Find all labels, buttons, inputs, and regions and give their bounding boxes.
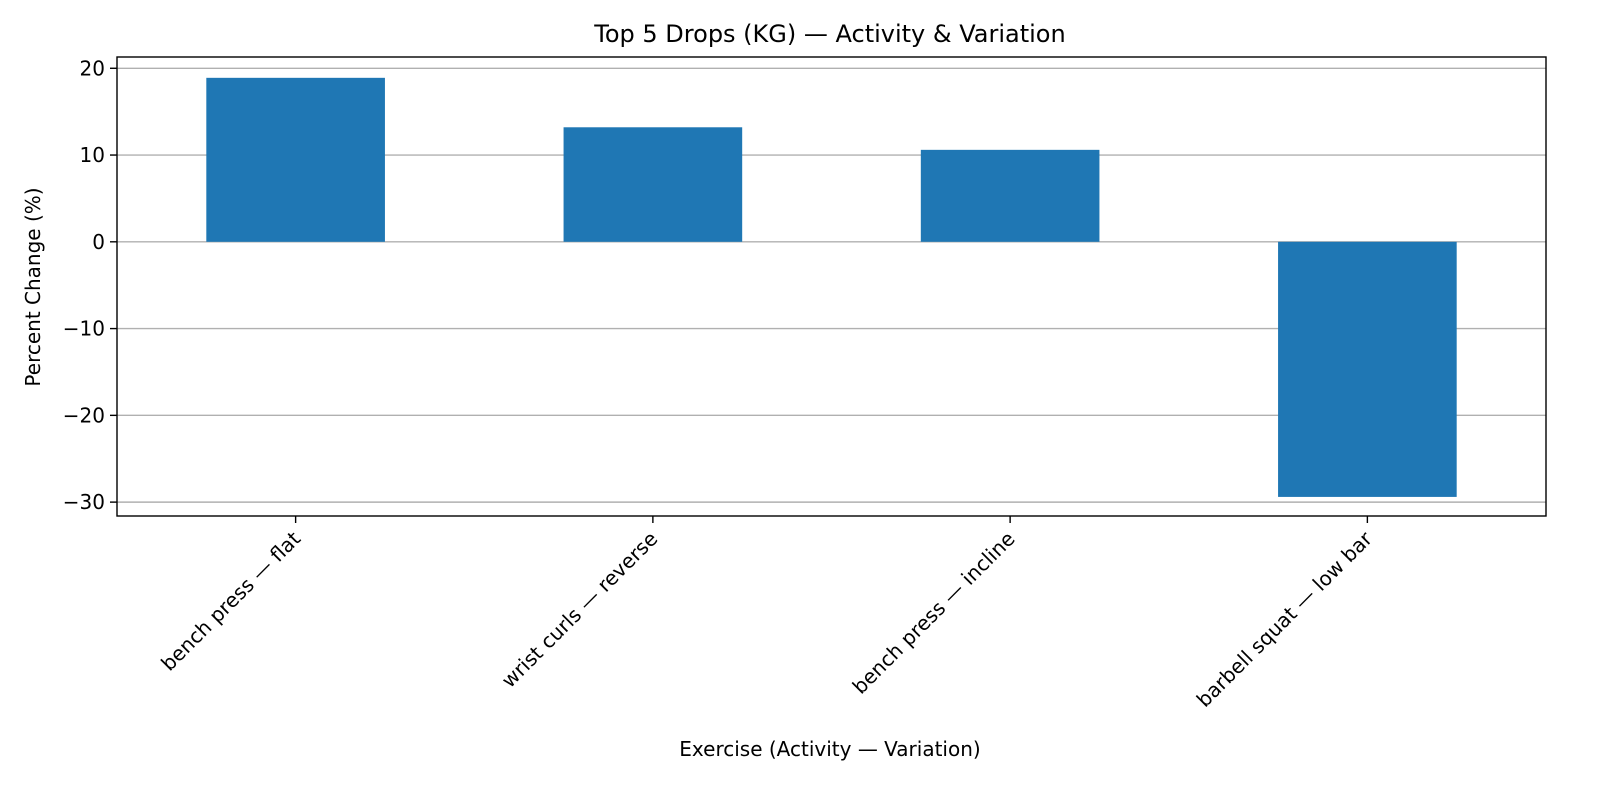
bar bbox=[920, 149, 1100, 242]
y-tick-label: −10 bbox=[63, 317, 105, 341]
x-axis-label: Exercise (Activity — Variation) bbox=[679, 737, 980, 761]
bar bbox=[206, 77, 385, 242]
y-tick-label: 0 bbox=[92, 230, 105, 254]
y-axis-label: Percent Change (%) bbox=[21, 187, 45, 386]
chart-title: Top 5 Drops (KG) — Activity & Variation bbox=[593, 20, 1065, 48]
x-tick-label: barbell squat — low bar bbox=[1192, 526, 1378, 712]
x-tick-label: bench press — incline bbox=[848, 527, 1020, 699]
x-tick-label: bench press — flat bbox=[156, 526, 305, 675]
y-tick-label: −30 bbox=[63, 490, 105, 514]
bar bbox=[563, 127, 743, 242]
x-tick-label: wrist curls — reverse bbox=[497, 527, 663, 693]
chart-text: Top 5 Drops (KG) — Activity & Variation … bbox=[21, 20, 1066, 761]
bar bbox=[1278, 241, 1457, 497]
y-tick-label: −20 bbox=[63, 403, 105, 427]
y-tick-label: 10 bbox=[80, 143, 105, 167]
y-tick-label: 20 bbox=[80, 56, 105, 80]
bars bbox=[206, 77, 1457, 497]
plot-frame bbox=[116, 56, 1547, 517]
